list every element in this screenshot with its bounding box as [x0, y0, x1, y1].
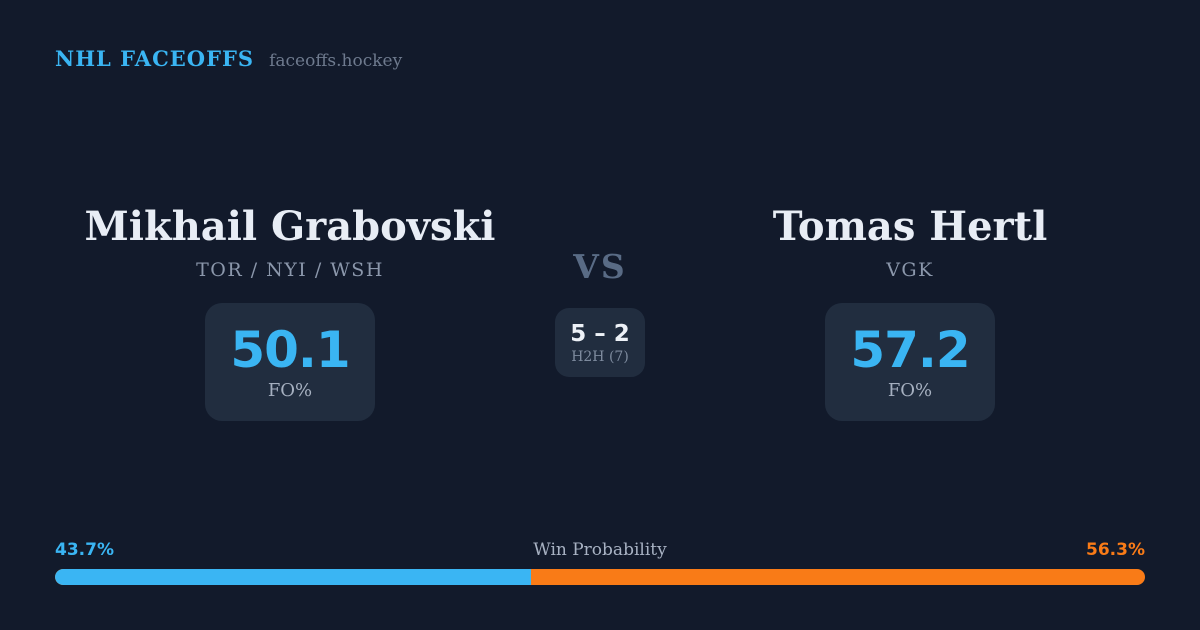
player-left-fo-label: FO%	[267, 380, 313, 401]
site-domain: faceoffs.hockey	[269, 51, 403, 71]
player-left-fo-value: 50.1	[230, 321, 350, 379]
win-prob-title: Win Probability	[533, 540, 667, 560]
win-bar-left-fill	[55, 569, 532, 585]
header: NHL FACEOFFS faceoffs.hockey	[55, 46, 402, 71]
h2h-label: H2H (7)	[571, 348, 629, 365]
player-right-column: Tomas Hertl VGK 57.2 FO%	[675, 205, 1145, 421]
player-left-teams: TOR / NYI / WSH	[196, 259, 384, 281]
win-probability-section: 43.7% Win Probability 56.3%	[55, 538, 1145, 585]
win-prob-bar	[55, 569, 1145, 585]
matchup-section: Mikhail Grabovski TOR / NYI / WSH 50.1 F…	[0, 205, 1200, 445]
win-prob-right-pct: 56.3%	[1086, 540, 1145, 560]
player-right-teams: VGK	[886, 259, 934, 281]
h2h-score: 5 – 2	[570, 320, 630, 347]
win-prob-left-pct: 43.7%	[55, 540, 114, 560]
h2h-box: 5 – 2 H2H (7)	[555, 308, 645, 377]
player-right-fo-value: 57.2	[850, 321, 970, 379]
vs-label: VS	[573, 247, 627, 286]
player-right-fo-box: 57.2 FO%	[825, 303, 995, 421]
player-left-fo-box: 50.1 FO%	[205, 303, 375, 421]
win-probability-labels: 43.7% Win Probability 56.3%	[55, 538, 1145, 562]
vs-column: VS 5 – 2 H2H (7)	[500, 205, 700, 377]
player-left-name: Mikhail Grabovski	[84, 203, 496, 250]
player-right-fo-label: FO%	[887, 380, 933, 401]
player-left-column: Mikhail Grabovski TOR / NYI / WSH 50.1 F…	[55, 205, 525, 421]
brand-title: NHL FACEOFFS	[55, 46, 255, 71]
player-right-name: Tomas Hertl	[772, 203, 1048, 250]
